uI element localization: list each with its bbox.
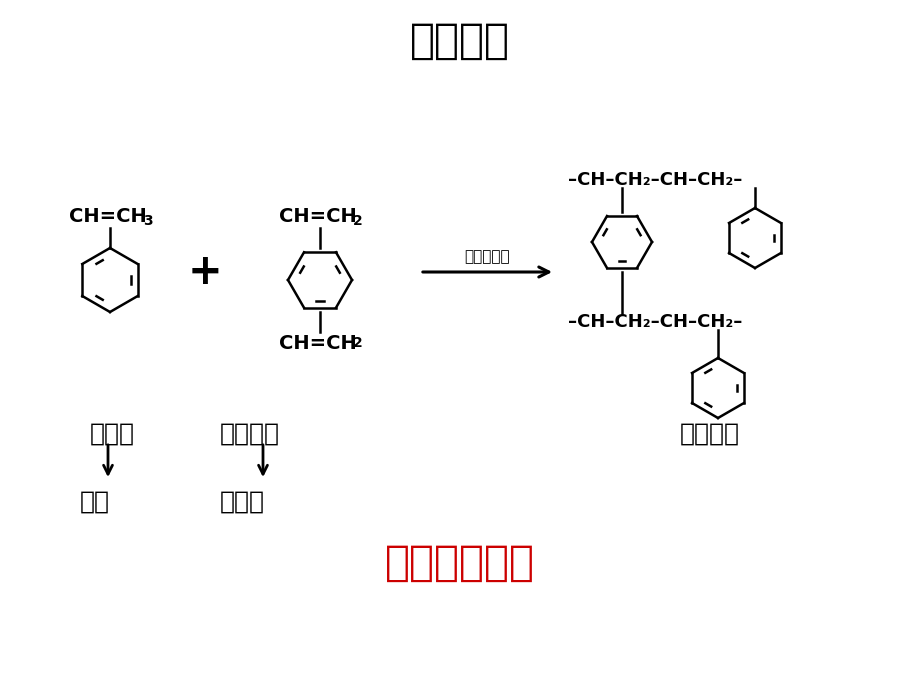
Text: 2: 2 [353,214,362,228]
Text: 苯乙烯: 苯乙烯 [90,422,135,446]
Text: 3: 3 [142,214,153,228]
Text: CH=CH: CH=CH [278,334,357,353]
Text: 交联剂: 交联剂 [220,490,265,514]
Text: +: + [187,251,222,293]
Text: 过氧苯甲酰: 过氧苯甲酰 [464,249,510,264]
Text: –CH–CH₂–CH–CH₂–: –CH–CH₂–CH–CH₂– [567,313,742,331]
Text: 2: 2 [353,336,362,350]
Text: 二乙烯苯: 二乙烯苯 [220,422,279,446]
Text: 骨架: 骨架 [80,490,110,514]
Text: –CH–CH₂–CH–CH₂–: –CH–CH₂–CH–CH₂– [567,171,742,189]
Text: CH=CH: CH=CH [69,207,147,226]
Text: 聚苯乙烯树脂: 聚苯乙烯树脂 [384,542,535,584]
Text: 吸附树脂: 吸附树脂 [410,20,509,62]
Text: CH=CH: CH=CH [278,207,357,226]
Text: 聚苯乙烯: 聚苯乙烯 [679,422,739,446]
